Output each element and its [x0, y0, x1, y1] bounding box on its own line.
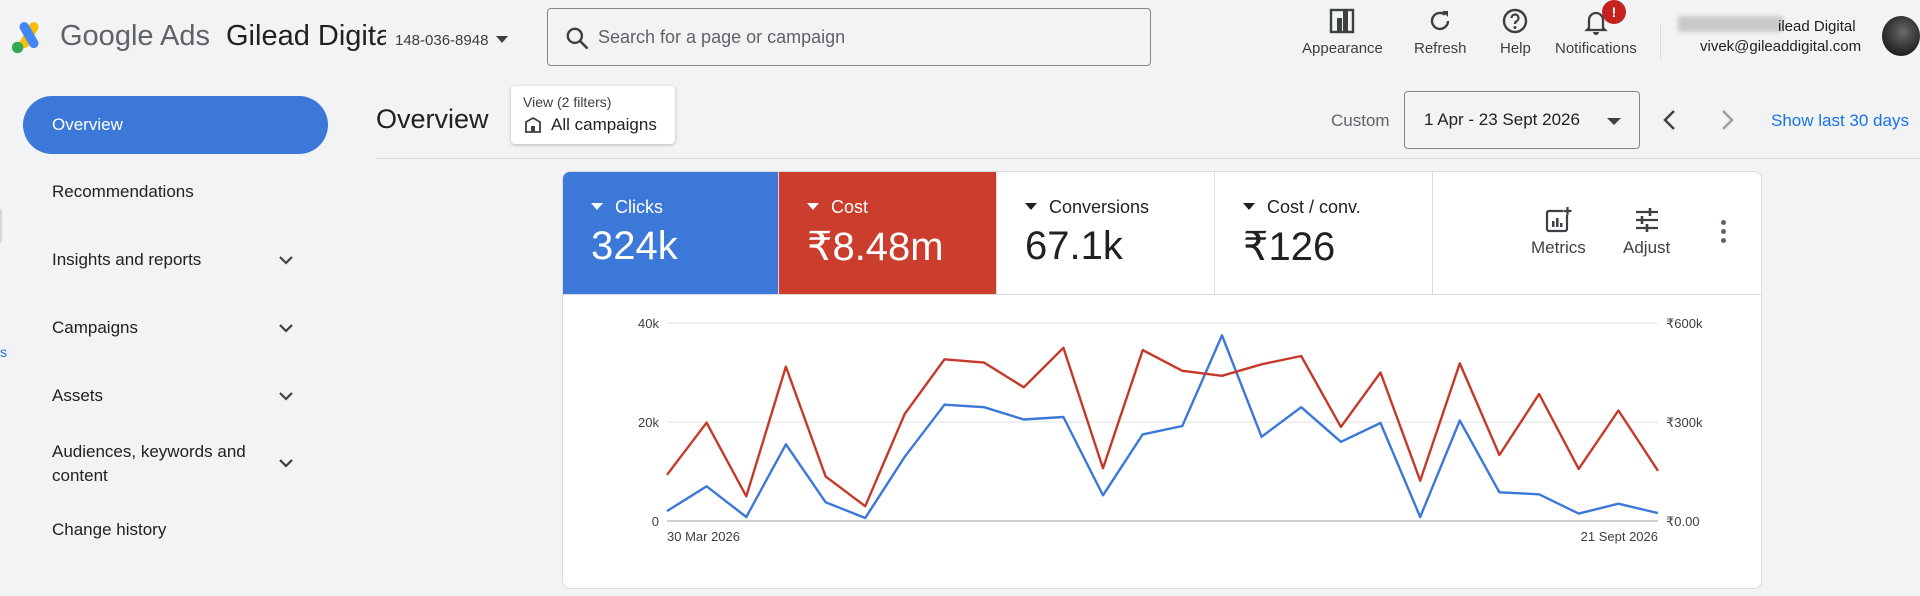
brand-ads: Ads — [159, 20, 210, 52]
y-left-tick-label: 40k — [638, 316, 659, 331]
caret-down-icon[interactable] — [1025, 202, 1037, 210]
previous-period-arrow-icon[interactable] — [1656, 106, 1684, 134]
caret-down-icon[interactable] — [807, 202, 819, 210]
metric-value-clicks: 324k — [591, 224, 678, 268]
metric-value-cost-per-conv: ₹126 — [1243, 225, 1336, 269]
account-dropdown-caret-icon[interactable] — [496, 36, 508, 43]
series-line-cost — [666, 346, 1660, 508]
tile-separator — [563, 294, 1761, 295]
performance-line-chart: 0 ₹0.00 20k ₹300k 40k ₹600k 30 Mar 2026 21 Sept… — [638, 316, 1703, 544]
google-ads-logo-icon[interactable] — [10, 18, 48, 56]
date-range-select[interactable]: 1 Apr - 23 Sept 2026 — [1404, 91, 1640, 149]
page-title: Overview — [376, 104, 489, 134]
sidebar-item-campaigns[interactable]: Campaigns — [52, 318, 138, 337]
metric-tile-clicks[interactable]: Clicks 324k — [563, 172, 779, 294]
adjust-icon — [1635, 208, 1658, 232]
chevron-down-icon[interactable] — [276, 318, 296, 338]
sidebar-item-overview[interactable]: Overview — [23, 96, 328, 154]
more-options-icon[interactable] — [1719, 220, 1727, 246]
caret-down-icon[interactable] — [1243, 202, 1255, 210]
y-left-tick-label: 0 — [652, 514, 659, 529]
appearance-label: Appearance — [1302, 40, 1383, 57]
y-right-tick-label: ₹0.00 — [1666, 514, 1700, 529]
notifications-button[interactable]: Notifications — [1555, 6, 1637, 57]
account-name[interactable]: Gilead Digital — [226, 20, 386, 52]
view-filter-value: All campaigns — [551, 115, 657, 134]
notification-badge: ! — [1602, 0, 1626, 24]
refresh-icon — [1431, 11, 1450, 31]
caret-down-icon[interactable] — [591, 202, 603, 210]
top-header: Google Ads Gilead Digital 148-036-8948 A… — [0, 0, 1920, 76]
main-divider — [376, 158, 1920, 159]
metric-label-cost: Cost — [807, 197, 868, 218]
appearance-button[interactable]: Appearance — [1302, 6, 1383, 57]
date-mode-label: Custom — [1331, 111, 1390, 130]
refresh-label: Refresh — [1414, 40, 1467, 57]
avatar[interactable] — [1882, 16, 1920, 56]
y-right-tick-label: ₹600k — [1666, 316, 1703, 331]
metric-tile-conversions[interactable]: Conversions 67.1k — [997, 172, 1215, 294]
metrics-icon — [1546, 206, 1573, 233]
user-org: ilead Digital — [1778, 18, 1856, 35]
help-button[interactable]: Help — [1500, 6, 1531, 57]
adjust-button[interactable]: Adjust — [1623, 206, 1670, 258]
metric-tile-cost[interactable]: Cost ₹8.48m — [779, 172, 997, 294]
sidebar-item-audiences-line2: content — [52, 466, 108, 485]
metric-label-clicks: Clicks — [591, 197, 663, 218]
redacted-user-name — [1678, 16, 1783, 32]
help-icon — [1503, 8, 1528, 34]
metric-value-conversions: 67.1k — [1025, 224, 1123, 268]
metric-label-conversions: Conversions — [1025, 197, 1149, 218]
appearance-icon — [1330, 8, 1355, 34]
search-box[interactable] — [547, 8, 1151, 66]
collapsed-rail-handle[interactable] — [0, 208, 2, 244]
collapsed-rail-fragment[interactable]: s — [0, 344, 7, 360]
search-icon — [566, 27, 589, 50]
sidebar-item-insights[interactable]: Insights and reports — [52, 250, 202, 269]
sidebar-item-recommendations[interactable]: Recommendations — [52, 182, 194, 201]
bell-icon — [1584, 11, 1608, 35]
sidebar-item-assets[interactable]: Assets — [52, 386, 104, 405]
user-email: vivek@gileaddigital.com — [1700, 38, 1862, 55]
sidebar-item-change-history[interactable]: Change history — [52, 520, 167, 539]
y-left-tick-label: 20k — [638, 415, 659, 430]
search-input[interactable] — [598, 19, 1138, 55]
help-label: Help — [1500, 40, 1531, 57]
view-filter-label: View (2 filters) — [523, 94, 612, 110]
header-divider — [1660, 24, 1661, 60]
sidebar-item-audiences-line1: Audiences, keywords and — [52, 442, 246, 461]
view-filter-button[interactable]: View (2 filters) All campaigns — [511, 86, 675, 144]
metric-value-cost: ₹8.48m — [807, 225, 944, 269]
building-icon — [525, 116, 541, 133]
x-end-label: 21 Sept 2026 — [1581, 529, 1658, 544]
metric-label-cost-per-conv: Cost / conv. — [1243, 197, 1361, 218]
refresh-button[interactable]: Refresh — [1414, 6, 1467, 57]
x-start-label: 30 Mar 2026 — [667, 529, 740, 544]
next-period-arrow-icon[interactable] — [1713, 106, 1741, 134]
series-line-clicks — [666, 334, 1659, 520]
metrics-label: Metrics — [1531, 238, 1586, 257]
overview-performance-card: Clicks 324k Cost ₹8.48m Conversions 67.1… — [562, 171, 1762, 589]
sidebar-item-audiences[interactable]: Audiences, keywords and content — [52, 440, 246, 488]
account-id[interactable]: 148-036-8948 — [395, 32, 489, 49]
adjust-label: Adjust — [1623, 238, 1671, 257]
metrics-button[interactable]: Metrics — [1531, 206, 1586, 258]
chevron-down-icon[interactable] — [276, 250, 296, 270]
brand-name: Google Ads — [60, 20, 210, 53]
notifications-label: Notifications — [1555, 40, 1637, 57]
show-last-30-days-link[interactable]: Show last 30 days — [1771, 111, 1909, 130]
date-range-value: 1 Apr - 23 Sept 2026 — [1424, 110, 1580, 129]
chevron-down-icon[interactable] — [276, 386, 296, 406]
y-right-tick-label: ₹300k — [1666, 415, 1703, 430]
chevron-down-icon[interactable] — [276, 453, 296, 473]
metric-tile-cost-per-conv[interactable]: Cost / conv. ₹126 — [1215, 172, 1433, 294]
brand-google: Google — [60, 20, 154, 52]
caret-down-icon — [1607, 118, 1621, 125]
